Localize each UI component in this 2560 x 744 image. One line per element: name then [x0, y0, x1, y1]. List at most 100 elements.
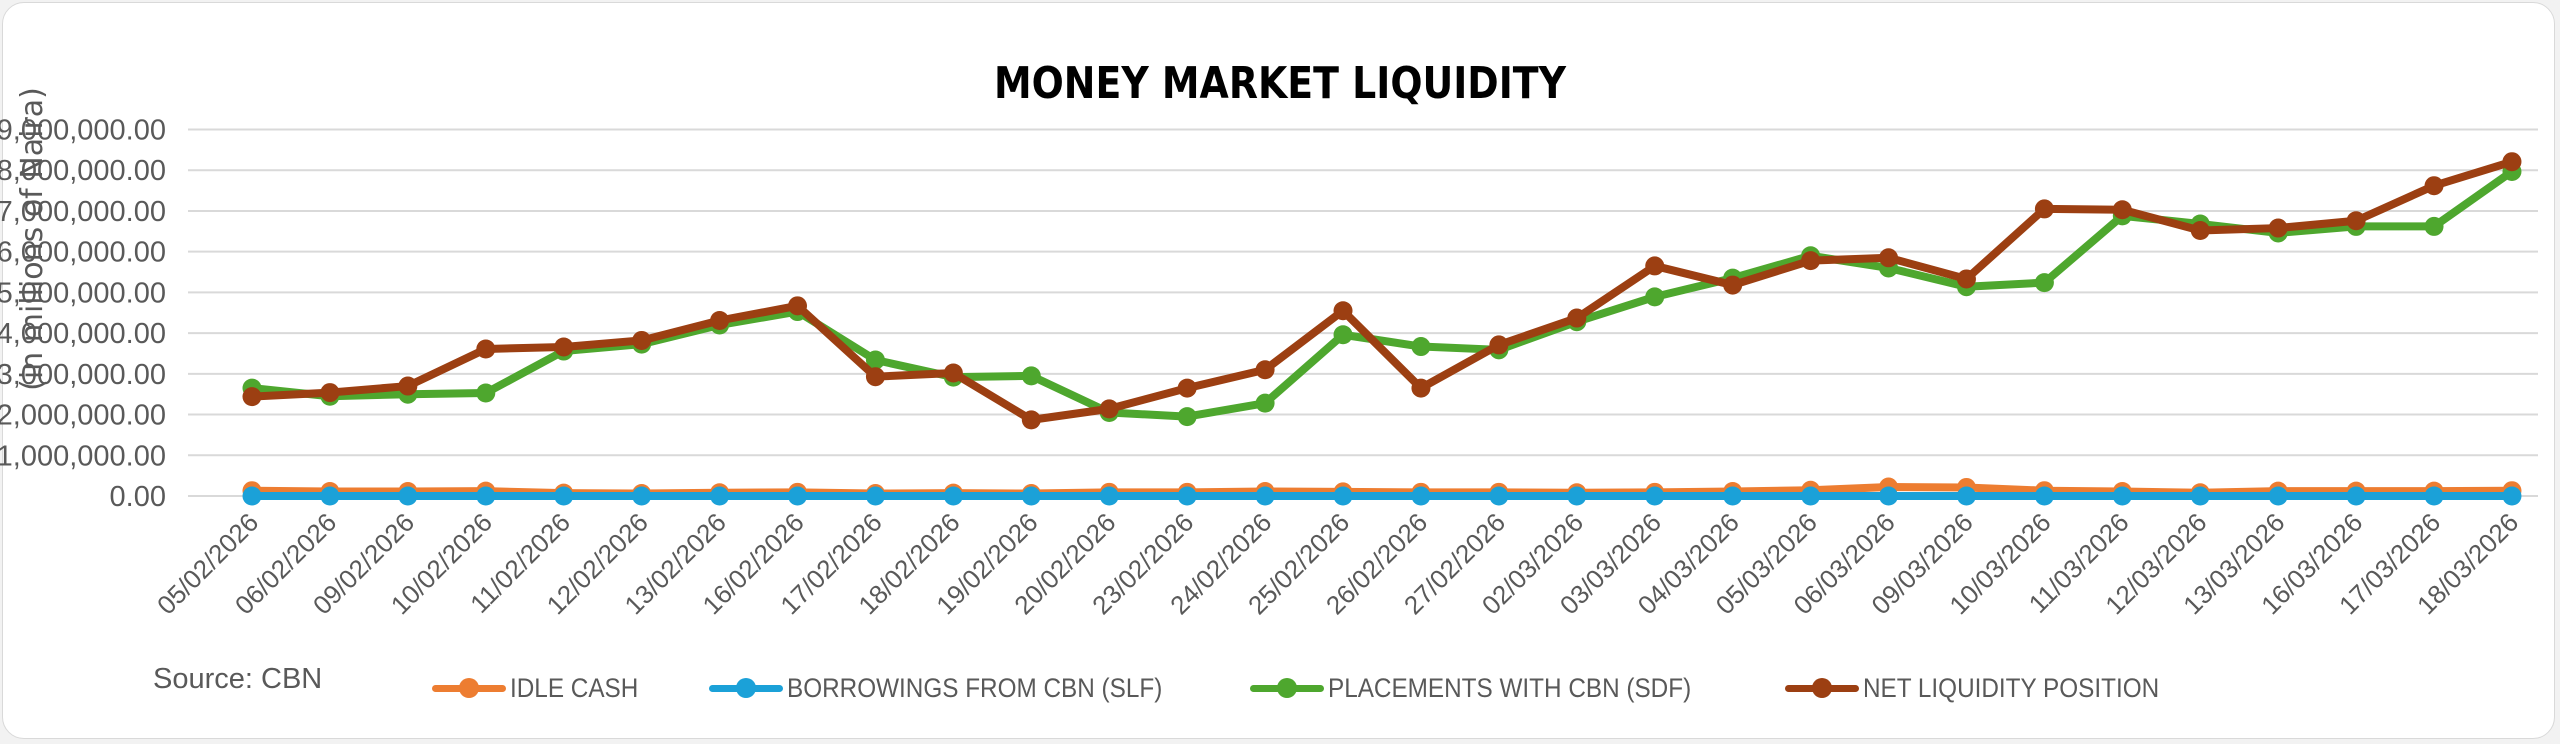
data-point[interactable]	[2424, 216, 2444, 236]
data-point[interactable]	[865, 350, 885, 370]
data-point[interactable]	[1567, 308, 1587, 328]
series-placements-with-cbn-sdf	[242, 161, 2522, 427]
data-point[interactable]	[943, 363, 963, 383]
series-borrowings-from-cbn-slf	[242, 486, 2522, 506]
data-point[interactable]	[476, 339, 496, 359]
data-point[interactable]	[320, 383, 340, 403]
data-point[interactable]	[554, 337, 574, 357]
data-point[interactable]	[2112, 486, 2132, 506]
data-point[interactable]	[788, 296, 808, 316]
data-point[interactable]	[2034, 199, 2054, 219]
y-tick-label: 9,000,000.00	[0, 115, 166, 147]
legend-item-borrowings-slf[interactable]: BORROWINGS FROM CBN (SLF)	[709, 670, 1204, 706]
y-tick-label: 6,000,000.00	[0, 237, 166, 269]
data-point[interactable]	[242, 387, 262, 407]
data-point[interactable]	[2034, 273, 2054, 293]
data-point[interactable]	[2424, 176, 2444, 196]
legend-label: BORROWINGS FROM CBN (SLF)	[787, 672, 1163, 703]
data-point[interactable]	[1177, 407, 1197, 427]
data-point[interactable]	[943, 486, 963, 506]
data-point[interactable]	[788, 486, 808, 506]
data-point[interactable]	[1645, 486, 1665, 506]
data-point[interactable]	[1333, 325, 1353, 345]
y-tick-label: 5,000,000.00	[0, 277, 166, 309]
legend-item-placements-sdf[interactable]: PLACEMENTS WITH CBN (SDF)	[1250, 670, 1732, 706]
data-point[interactable]	[632, 486, 652, 506]
data-point[interactable]	[1255, 360, 1275, 380]
data-point[interactable]	[1879, 248, 1899, 268]
data-point[interactable]	[554, 486, 574, 506]
data-point[interactable]	[1333, 486, 1353, 506]
legend-marker-icon	[709, 670, 783, 706]
data-point[interactable]	[2190, 221, 2210, 241]
y-tick-label: 7,000,000.00	[0, 196, 166, 228]
data-point[interactable]	[1021, 486, 1041, 506]
data-point[interactable]	[710, 310, 730, 330]
data-point[interactable]	[242, 486, 262, 506]
data-point[interactable]	[1177, 378, 1197, 398]
data-point[interactable]	[320, 486, 340, 506]
data-point[interactable]	[1021, 410, 1041, 430]
data-point[interactable]	[476, 486, 496, 506]
source-note: Source: CBN	[153, 663, 323, 695]
data-point[interactable]	[2346, 211, 2366, 231]
data-point[interactable]	[1645, 287, 1665, 307]
chart-title: MONEY MARKET LIQUIDITY	[993, 58, 1567, 109]
data-point[interactable]	[1489, 486, 1509, 506]
data-point[interactable]	[2034, 486, 2054, 506]
data-point[interactable]	[865, 486, 885, 506]
data-point[interactable]	[1099, 399, 1119, 419]
data-point[interactable]	[1801, 486, 1821, 506]
legend-marker-icon	[1785, 670, 1859, 706]
data-point[interactable]	[865, 367, 885, 387]
data-point[interactable]	[2112, 200, 2132, 220]
data-point[interactable]	[1723, 275, 1743, 295]
data-point[interactable]	[2502, 152, 2522, 172]
y-tick-label: 0.00	[110, 481, 166, 513]
data-point[interactable]	[1801, 251, 1821, 271]
y-tick-label: 2,000,000.00	[0, 400, 166, 432]
data-point[interactable]	[1255, 393, 1275, 413]
data-point[interactable]	[1645, 256, 1665, 276]
data-point[interactable]	[1255, 486, 1275, 506]
data-point[interactable]	[1411, 486, 1431, 506]
data-point[interactable]	[398, 376, 418, 396]
legend-label: IDLE CASH	[510, 672, 639, 703]
data-point[interactable]	[1489, 335, 1509, 355]
data-point[interactable]	[2268, 218, 2288, 238]
data-point[interactable]	[632, 330, 652, 350]
data-point[interactable]	[1956, 486, 1976, 506]
y-tick-label: 4,000,000.00	[0, 318, 166, 350]
legend-marker-icon	[1250, 670, 1324, 706]
data-point[interactable]	[2190, 486, 2210, 506]
data-point[interactable]	[1177, 486, 1197, 506]
data-point[interactable]	[1021, 366, 1041, 386]
data-point[interactable]	[2346, 486, 2366, 506]
legend-marker-icon	[432, 670, 506, 706]
data-point[interactable]	[1411, 337, 1431, 357]
data-point[interactable]	[1411, 378, 1431, 398]
legend-label: NET LIQUIDITY POSITION	[1863, 672, 2160, 703]
data-point[interactable]	[1723, 486, 1743, 506]
data-point[interactable]	[1099, 486, 1119, 506]
y-tick-label: 3,000,000.00	[0, 359, 166, 391]
y-tick-label: 8,000,000.00	[0, 155, 166, 187]
data-point[interactable]	[1879, 486, 1899, 506]
legend-item-net-liquidity[interactable]: NET LIQUIDITY POSITION	[1785, 670, 2192, 706]
series-net-liquidity-position	[242, 152, 2522, 430]
data-point[interactable]	[1333, 301, 1353, 321]
legend-item-idle-cash[interactable]: IDLE CASH	[432, 670, 653, 706]
data-point[interactable]	[1567, 486, 1587, 506]
legend-label: PLACEMENTS WITH CBN (SDF)	[1328, 672, 1692, 703]
data-point[interactable]	[710, 486, 730, 506]
y-axis-title: (in millions of Naira)	[15, 87, 50, 391]
y-tick-label: 1,000,000.00	[0, 440, 166, 472]
data-point[interactable]	[2268, 486, 2288, 506]
data-point[interactable]	[476, 383, 496, 403]
data-point[interactable]	[2502, 486, 2522, 506]
data-point[interactable]	[1956, 269, 1976, 289]
data-point[interactable]	[2424, 486, 2444, 506]
data-point[interactable]	[398, 486, 418, 506]
